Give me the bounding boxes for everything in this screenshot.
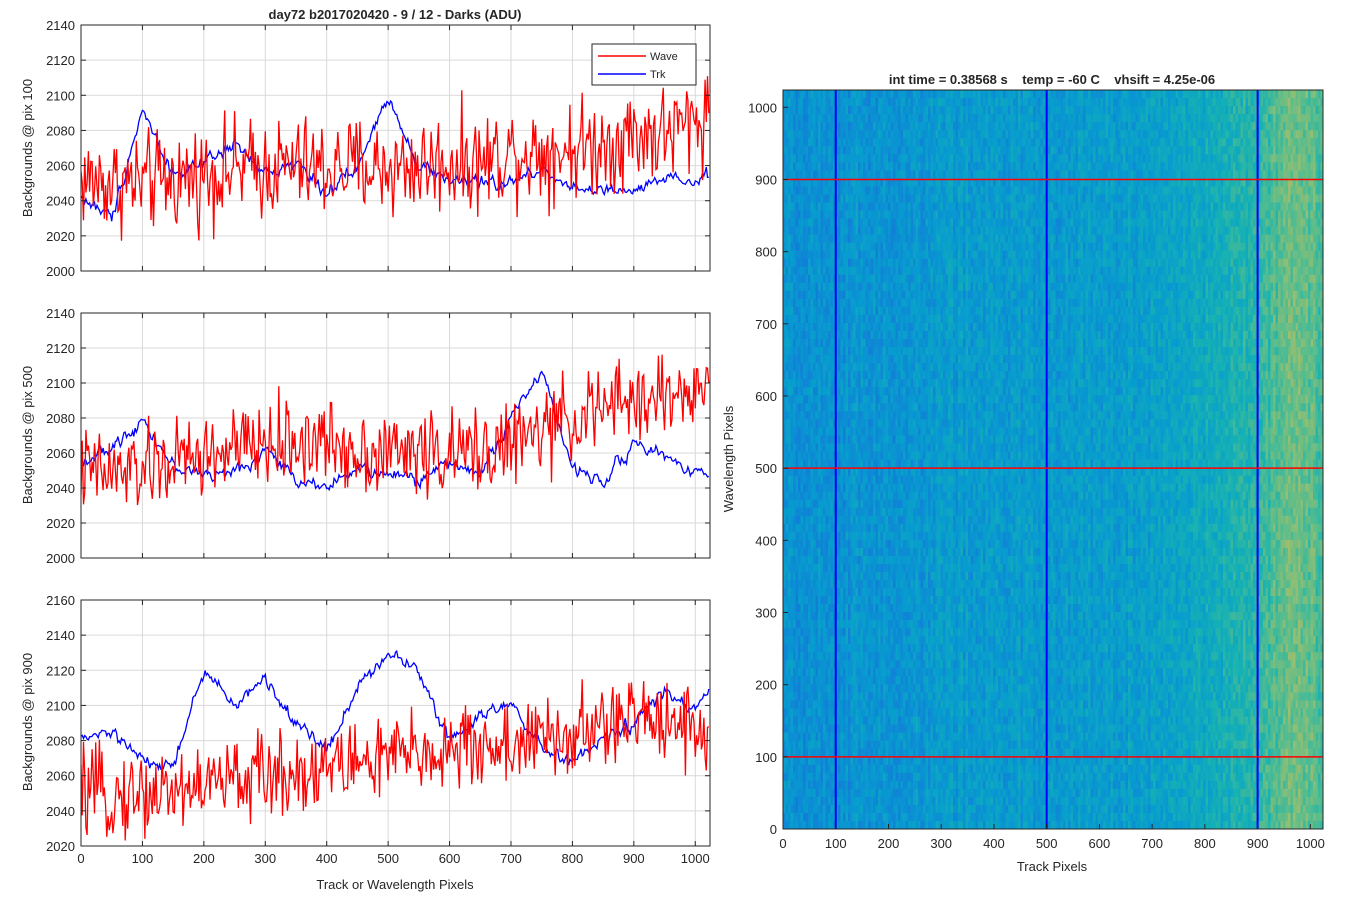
y-tick-label: 500 xyxy=(755,461,777,476)
y-tick-label: 2160 xyxy=(46,593,75,608)
x-tick-label: 0 xyxy=(77,851,84,866)
y-tick-label: 2000 xyxy=(46,264,75,279)
series-line-wave xyxy=(81,354,710,506)
x-tick-label: 400 xyxy=(316,851,338,866)
y-tick-label: 700 xyxy=(755,317,777,332)
y-tick-label: 2120 xyxy=(46,341,75,356)
y-tick-label: 2080 xyxy=(46,734,75,749)
y-tick-label: 2060 xyxy=(46,446,75,461)
x-tick-label: 900 xyxy=(623,851,645,866)
x-tick-label: 600 xyxy=(439,851,461,866)
heatmap-frame xyxy=(782,89,1324,830)
plot-frame xyxy=(80,24,711,272)
x-tick-label: 800 xyxy=(562,851,584,866)
x-tick-label: 0 xyxy=(779,836,786,851)
xlabel-line-plots: Track or Wavelength Pixels xyxy=(316,877,474,892)
y-tick-label: 600 xyxy=(755,389,777,404)
y-tick-label: 2040 xyxy=(46,194,75,209)
legend-label-trk: Trk xyxy=(650,69,666,81)
plot-backgrounds-pix-100: 2000 2020 2040 2060 2080 2100 2120 2140 Wave Trk xyxy=(46,18,711,279)
y-tick-label: 2020 xyxy=(46,516,75,531)
plot-backgrounds-pix-900: 2020 2040 2060 2080 2100 2120 2140 2160 0 100 200 3… xyxy=(46,593,711,866)
x-tick-label: 700 xyxy=(500,851,522,866)
heatmap-panel: 0 100 200 300 400 500 600 700 800 900 1000 0 100 200 3… xyxy=(748,89,1325,851)
y-tick-label: 2040 xyxy=(46,804,75,819)
y-tick-label: 2100 xyxy=(46,376,75,391)
x-tick-label: 700 xyxy=(1141,836,1163,851)
y-tick-label: 900 xyxy=(755,172,777,187)
y-tick-label: 2080 xyxy=(46,123,75,138)
x-tick-label: 1000 xyxy=(1296,836,1325,851)
x-tick-label: 200 xyxy=(878,836,900,851)
y-tick-label: 100 xyxy=(755,750,777,765)
x-tick-label: 500 xyxy=(377,851,399,866)
y-tick-label: 400 xyxy=(755,533,777,548)
y-tick-label: 300 xyxy=(755,605,777,620)
heatmap-title: int time = 0.38568 s temp = -60 C vhsift… xyxy=(889,72,1215,87)
y-tick-label: 200 xyxy=(755,678,777,693)
x-tick-label: 500 xyxy=(1036,836,1058,851)
x-tick-label: 400 xyxy=(983,836,1005,851)
plot-backgrounds-pix-500: 2000 2020 2040 2060 2080 2100 2120 2140 xyxy=(46,306,711,566)
ylabel-pix-100: Backgrounds @ pix 100 xyxy=(20,79,35,217)
y-tick-label: 2120 xyxy=(46,53,75,68)
x-tick-label: 100 xyxy=(132,851,154,866)
y-tick-label: 1000 xyxy=(748,100,777,115)
y-tick-label: 2100 xyxy=(46,698,75,713)
x-tick-label: 200 xyxy=(193,851,215,866)
y-tick-label: 2060 xyxy=(46,769,75,784)
y-tick-label: 2080 xyxy=(46,411,75,426)
y-tick-label: 2040 xyxy=(46,481,75,496)
ylabel-pix-900: Backgrounds @ pix 900 xyxy=(20,653,35,791)
heatmap-cells xyxy=(783,90,1324,830)
x-tick-label: 300 xyxy=(254,851,276,866)
y-tick-label: 2120 xyxy=(46,663,75,678)
y-tick-label: 2020 xyxy=(46,229,75,244)
plot-frame xyxy=(80,599,711,847)
y-tick-label: 800 xyxy=(755,245,777,260)
y-tick-label: 2140 xyxy=(46,306,75,321)
x-tick-label: 1000 xyxy=(681,851,710,866)
x-tick-label: 300 xyxy=(930,836,952,851)
y-tick-label: 2020 xyxy=(46,839,75,854)
x-tick-label: 800 xyxy=(1194,836,1216,851)
plot-background xyxy=(81,600,710,846)
y-tick-label: 2100 xyxy=(46,88,75,103)
y-tick-label: 2140 xyxy=(46,628,75,643)
ylabel-pix-500: Backgrounds @ pix 500 xyxy=(20,366,35,504)
series-line-wave xyxy=(81,679,710,841)
figure-title: day72 b2017020420 - 9 / 12 - Darks (ADU) xyxy=(269,7,522,22)
x-tick-label: 600 xyxy=(1089,836,1111,851)
y-tick-label: 2060 xyxy=(46,159,75,174)
xlabel-heatmap: Track Pixels xyxy=(1017,859,1088,874)
series-line-wave xyxy=(81,76,710,241)
legend-box xyxy=(591,43,697,86)
y-tick-label: 2000 xyxy=(46,551,75,566)
x-tick-label: 100 xyxy=(825,836,847,851)
y-tick-label: 2140 xyxy=(46,18,75,33)
legend-label-wave: Wave xyxy=(650,51,678,63)
y-tick-label: 0 xyxy=(770,822,777,837)
plot-frame xyxy=(80,312,711,559)
x-tick-label: 900 xyxy=(1247,836,1269,851)
ylabel-heatmap: Wavelength Pixels xyxy=(721,405,736,512)
